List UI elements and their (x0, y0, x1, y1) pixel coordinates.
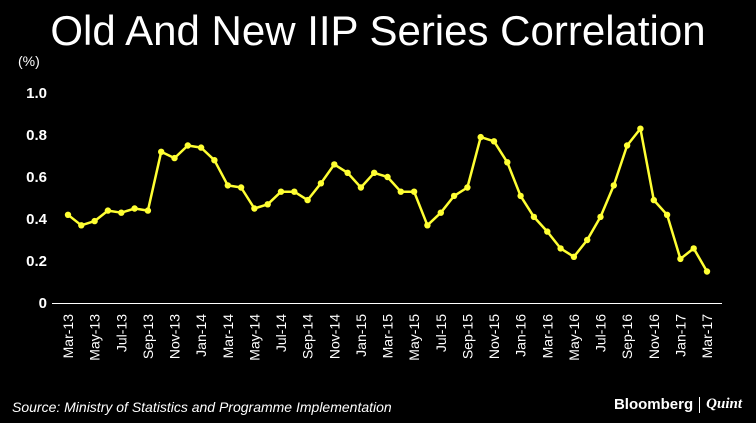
x-tick-label: Mar-14 (220, 314, 236, 359)
x-tick-label: Mar-15 (380, 314, 396, 359)
x-tick-label: Mar-17 (699, 314, 715, 359)
x-tick-label: Jul-13 (113, 314, 129, 352)
data-point (450, 192, 458, 200)
data-point (91, 217, 98, 225)
data-point (530, 213, 538, 221)
y-tick-label: 0.6 (26, 169, 47, 186)
y-tick-label: 0.4 (26, 211, 48, 228)
data-point (291, 188, 298, 195)
data-point (184, 142, 191, 149)
x-tick-label: May-14 (246, 314, 262, 361)
data-point (397, 188, 404, 195)
brand-main: Bloomberg (613, 396, 694, 413)
x-tick-label: Sep-14 (300, 314, 316, 359)
data-point (357, 184, 365, 191)
data-point (251, 205, 258, 212)
x-tick-label: May-16 (566, 314, 582, 361)
data-point (637, 125, 644, 132)
y-tick-label: 0.2 (26, 253, 47, 270)
y-tick-label: 1.0 (26, 85, 47, 102)
data-point (650, 196, 657, 204)
data-point (384, 173, 391, 181)
x-tick-label: Nov-15 (486, 314, 502, 359)
data-point (277, 188, 285, 195)
data-point (477, 133, 484, 141)
x-tick-label: Sep-13 (140, 314, 156, 359)
data-point (144, 207, 152, 214)
data-point (304, 196, 311, 204)
x-tick-label: Nov-16 (646, 314, 662, 359)
data-point (464, 184, 471, 191)
x-tick-label: Sep-15 (459, 314, 475, 359)
data-point (690, 245, 697, 252)
data-point (517, 192, 524, 200)
x-tick-label: Jan-15 (353, 314, 369, 357)
x-tick-label: Nov-14 (326, 314, 342, 359)
data-point (78, 222, 85, 229)
data-point (677, 255, 684, 263)
data-point (197, 144, 205, 151)
chart-axes: (%) 1.0 0.8 0.6 0.4 0.2 0 Mar-13 May-13 Jul-13 Sep… (18, 53, 722, 361)
x-tick-label: Mar-13 (60, 314, 76, 359)
data-point (544, 228, 551, 235)
data-point (344, 169, 351, 176)
data-point (610, 182, 617, 189)
data-point (623, 142, 631, 149)
brand-divider (699, 396, 701, 413)
data-point (104, 207, 112, 214)
data-point (597, 213, 604, 221)
x-tick-label: Mar-16 (539, 314, 555, 359)
data-point (331, 161, 338, 168)
x-tick-label: Sep-16 (619, 314, 635, 359)
data-point (64, 211, 72, 218)
data-point (437, 209, 444, 216)
x-tick-label: Nov-13 (167, 314, 183, 359)
chart-plot-area (64, 125, 711, 275)
x-tick-label: Jan-14 (193, 314, 209, 357)
y-tick-label: 0 (39, 295, 47, 312)
x-tick-label: Jul-14 (273, 314, 289, 352)
data-point (570, 253, 578, 260)
data-point (371, 169, 378, 176)
data-point (264, 201, 271, 208)
x-tick-label: May-15 (406, 314, 422, 361)
y-tick-label: 0.8 (26, 127, 47, 144)
data-point (171, 154, 178, 162)
data-point (584, 236, 591, 244)
data-point (410, 188, 418, 195)
data-point (557, 245, 564, 252)
data-point (131, 205, 138, 212)
x-tick-label: Jan-17 (672, 314, 688, 357)
data-point (317, 180, 325, 187)
chart-title: Old And New IIP Series Correlation (50, 7, 706, 54)
brand-sub: Quint (706, 396, 742, 412)
x-tick-label: Jul-16 (593, 314, 609, 352)
x-tick-label: Jan-16 (513, 314, 529, 357)
data-point (424, 222, 431, 229)
data-point (211, 157, 218, 164)
data-point (224, 182, 231, 189)
brand-logo: Bloomberg Quint (614, 396, 742, 413)
data-point (663, 211, 671, 218)
data-point (703, 268, 711, 275)
data-point (490, 138, 498, 145)
data-point (237, 184, 245, 191)
data-point (504, 159, 511, 166)
y-axis-unit-label: (%) (18, 53, 40, 69)
data-point (158, 148, 165, 155)
x-tick-label: May-13 (87, 314, 103, 361)
x-tick-label: Jul-15 (433, 314, 449, 352)
source-note: Source: Ministry of Statistics and Progr… (12, 399, 392, 415)
data-point (118, 209, 125, 216)
